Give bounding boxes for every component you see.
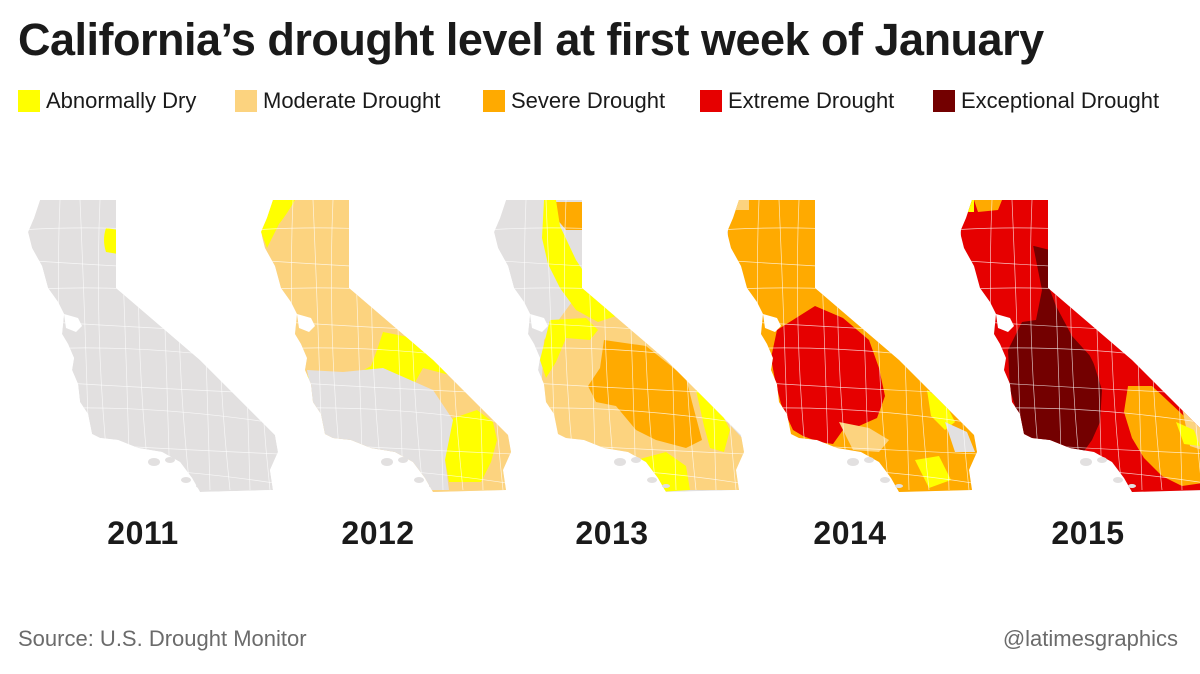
- year-label-2014: 2014: [813, 515, 887, 551]
- chart-title: California’s drought level at first week…: [18, 14, 1044, 65]
- drought-area-abnormally-dry: [927, 390, 955, 430]
- channel-island: [165, 457, 175, 463]
- drought-layers-2013: [494, 200, 744, 492]
- channel-island: [196, 484, 204, 488]
- source-note: Source: U.S. Drought Monitor: [18, 626, 307, 651]
- channel-island: [414, 477, 424, 483]
- channel-island: [1128, 484, 1136, 488]
- legend-label-abnormally-dry: Abnormally Dry: [46, 88, 197, 113]
- map-2015: [960, 200, 1200, 492]
- legend-label-severe-drought: Severe Drought: [511, 88, 666, 113]
- credit-handle: @latimesgraphics: [1002, 626, 1178, 651]
- map-2011: [28, 200, 278, 492]
- drought-area-abnormally-dry: [696, 390, 730, 452]
- bay-area-inlet: [530, 314, 548, 332]
- drought-area-severe-drought: [588, 340, 702, 448]
- channel-island: [662, 484, 670, 488]
- channel-island: [148, 458, 160, 466]
- drought-area-extreme-drought: [771, 306, 885, 444]
- legend-swatch-exceptional-drought: [933, 90, 955, 112]
- channel-island: [398, 457, 408, 463]
- legend-swatch-moderate-drought: [235, 90, 257, 112]
- channel-island: [181, 477, 191, 483]
- channel-island: [614, 458, 626, 466]
- drought-area-moderate-drought: [733, 200, 749, 210]
- state-base-2011: [28, 200, 278, 492]
- legend-label-exceptional-drought: Exceptional Drought: [961, 88, 1160, 113]
- year-label-2013: 2013: [575, 515, 649, 551]
- drought-area-none: [307, 368, 453, 490]
- map-2012: [261, 200, 511, 492]
- legend-label-moderate-drought: Moderate Drought: [263, 88, 441, 113]
- map-2013: [494, 200, 744, 492]
- drought-layers-2014: [727, 200, 977, 492]
- channel-island: [631, 457, 641, 463]
- year-label-2011: 2011: [107, 515, 179, 551]
- channel-island: [880, 477, 890, 483]
- channel-island: [1097, 457, 1107, 463]
- drought-area-severe-drought: [1124, 386, 1200, 486]
- drought-area-abnormally-dry: [542, 200, 616, 322]
- drought-area-moderate-drought: [1182, 408, 1200, 452]
- legend-swatch-extreme-drought: [700, 90, 722, 112]
- year-label-2015: 2015: [1051, 515, 1125, 551]
- channel-island: [1113, 477, 1123, 483]
- drought-area-abnormally-dry: [1176, 422, 1200, 446]
- channel-island: [1080, 458, 1092, 466]
- drought-layers-2011: [28, 200, 278, 492]
- channel-island: [847, 458, 859, 466]
- bay-area-inlet: [297, 314, 315, 332]
- drought-area-abnormally-dry: [915, 456, 951, 488]
- drought-layers-2015: [960, 200, 1200, 492]
- channel-island: [864, 457, 874, 463]
- drought-area-none: [945, 422, 975, 452]
- drought-area-abnormally-dry: [261, 200, 295, 248]
- maps-row: [0, 190, 1200, 510]
- channel-island: [381, 458, 393, 466]
- drought-area-abnormally-dry: [104, 228, 118, 254]
- drought-layers-2012: [261, 200, 511, 492]
- channel-island: [895, 484, 903, 488]
- drought-area-severe-drought: [974, 200, 1002, 212]
- drought-area-abnormally-dry: [540, 318, 598, 378]
- legend-swatch-severe-drought: [483, 90, 505, 112]
- map-2014: [727, 200, 977, 492]
- legend-label-extreme-drought: Extreme Drought: [728, 88, 895, 113]
- year-label-2012: 2012: [341, 515, 415, 551]
- legend-swatch-abnormally-dry: [18, 90, 40, 112]
- drought-area-abnormally-dry: [443, 410, 497, 482]
- channel-island: [647, 477, 657, 483]
- drought-area-abnormally-dry: [962, 200, 974, 212]
- channel-island: [429, 484, 437, 488]
- drought-area-severe-drought: [552, 202, 582, 230]
- bay-area-inlet: [763, 314, 781, 332]
- drought-area-moderate-drought: [839, 422, 889, 452]
- bay-area-inlet: [996, 314, 1014, 332]
- legend: Abnormally Dry Moderate Drought Severe D…: [18, 87, 1188, 117]
- bay-area-inlet: [64, 314, 82, 332]
